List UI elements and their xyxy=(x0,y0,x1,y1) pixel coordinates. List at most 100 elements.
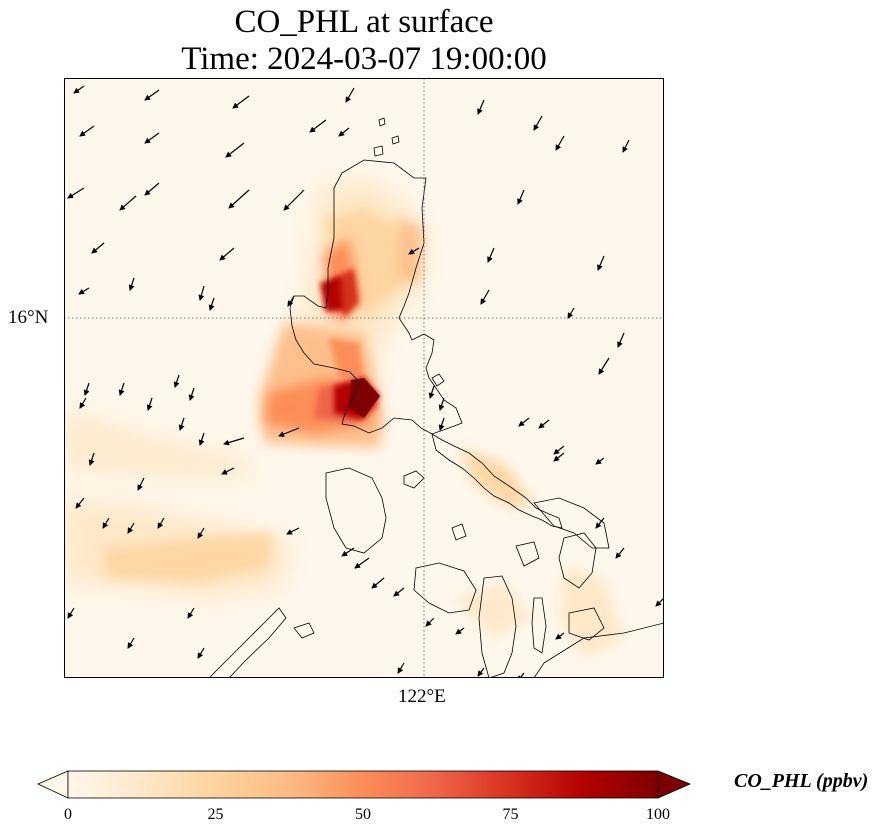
wind-arrow xyxy=(128,277,135,291)
wind-arrow xyxy=(567,307,575,319)
wind-arrow xyxy=(287,295,295,307)
wind-arrow xyxy=(127,637,135,649)
panay-coastline xyxy=(413,562,477,614)
wind-arrow xyxy=(533,115,543,131)
wind-arrow xyxy=(102,517,110,529)
wind-arrow xyxy=(338,127,350,137)
wind-arrow xyxy=(157,517,165,529)
wind-arrow xyxy=(67,187,85,199)
wind-arrow xyxy=(225,142,245,158)
wind-arrow xyxy=(127,522,135,534)
wind-arrow xyxy=(555,135,565,151)
wind-arrow xyxy=(79,397,87,409)
wind-arrow xyxy=(655,597,664,607)
wind-arrow xyxy=(137,477,145,491)
wind-arrow xyxy=(173,374,180,388)
wind-arrow xyxy=(487,247,495,263)
palawan-coastline xyxy=(208,607,287,678)
wind-arrow xyxy=(197,527,205,539)
wind-arrow xyxy=(198,285,205,301)
wind-arrow xyxy=(228,189,250,209)
latitude-label: 16°N xyxy=(8,307,49,328)
polillo-islands xyxy=(431,373,445,387)
small-islands-north xyxy=(373,117,400,157)
wind-arrow xyxy=(119,195,137,211)
wind-arrow xyxy=(118,382,125,396)
wind-arrow xyxy=(617,332,625,348)
map-border xyxy=(64,78,664,678)
colorbar-tick-label: 50 xyxy=(355,806,371,823)
colorbar-tick-label: 25 xyxy=(207,806,224,823)
wind-arrow xyxy=(75,497,85,509)
wind-arrow xyxy=(425,617,435,627)
map-subtitle-time: Time: 2024-03-07 19:00:00 xyxy=(181,41,547,77)
wind-arrow xyxy=(555,632,565,640)
wind-arrow xyxy=(393,587,405,597)
wind-arrow xyxy=(598,357,610,375)
wind-arrow xyxy=(622,139,630,153)
map-panel xyxy=(64,78,664,678)
longitude-label: 122°E xyxy=(398,686,446,707)
colorbar-extend-max xyxy=(657,770,692,799)
negros-coastline xyxy=(478,575,517,678)
wind-arrow xyxy=(188,387,195,401)
wind-arrow xyxy=(480,289,490,305)
wind-arrow xyxy=(144,182,160,196)
wind-arrow xyxy=(221,467,235,475)
wind-arrow xyxy=(553,452,565,462)
wind-arrow xyxy=(232,95,250,109)
wind-arrow xyxy=(595,517,605,529)
colorbar-tick-label: 0 xyxy=(64,806,72,823)
wind-arrow xyxy=(198,432,205,446)
wind-arrow xyxy=(455,627,465,635)
wind-arrow xyxy=(345,87,355,103)
wind-arrow xyxy=(278,427,300,437)
wind-arrow xyxy=(286,527,300,535)
mindoro-coastline xyxy=(325,467,387,554)
samar-coastline xyxy=(533,497,610,549)
map-canvas xyxy=(64,78,664,678)
map-title: CO_PHL at surface xyxy=(234,4,494,40)
colorbar xyxy=(37,770,692,799)
wind-arrow xyxy=(615,547,625,559)
wind-arrow xyxy=(428,385,435,399)
wind-arrow xyxy=(595,457,605,465)
wind-arrow xyxy=(83,382,90,396)
masbate xyxy=(515,541,540,567)
colorbar-gradient xyxy=(67,770,659,799)
wind-arrow xyxy=(144,132,160,144)
wind-arrow xyxy=(408,247,420,255)
wind-arrow xyxy=(309,119,327,133)
wind-arrow xyxy=(438,397,445,411)
wind-arrow xyxy=(553,445,565,455)
wind-arrow xyxy=(197,647,205,659)
wind-arrow xyxy=(438,417,445,431)
bohol-coastline xyxy=(568,607,605,641)
wind-arrow xyxy=(538,419,550,429)
mindanao-coastline xyxy=(533,622,664,678)
romblon xyxy=(451,523,467,541)
cebu-coastline xyxy=(531,597,547,654)
wind-arrow xyxy=(219,247,235,261)
colorbar-extend-min xyxy=(37,770,69,799)
concentration-field xyxy=(64,178,624,658)
wind-arrow xyxy=(354,557,370,569)
wind-arrow xyxy=(477,667,485,677)
wind-arrow xyxy=(517,189,525,205)
colorbar-tick-label: 75 xyxy=(502,806,519,823)
wind-arrow xyxy=(597,255,605,271)
wind-arrow xyxy=(397,662,405,674)
wind-arrow xyxy=(518,417,530,427)
wind-arrow xyxy=(79,125,95,137)
wind-arrow xyxy=(67,607,75,619)
wind-arrow xyxy=(91,242,105,254)
colorbar-tick-label: 100 xyxy=(646,806,670,823)
wind-arrow xyxy=(208,297,215,311)
coastlines xyxy=(208,117,664,678)
wind-arrow xyxy=(73,85,85,94)
gridlines xyxy=(64,78,664,678)
wind-arrow xyxy=(371,577,385,589)
wind-vectors xyxy=(64,85,664,678)
calamian xyxy=(293,622,315,639)
wind-arrow xyxy=(283,189,305,211)
